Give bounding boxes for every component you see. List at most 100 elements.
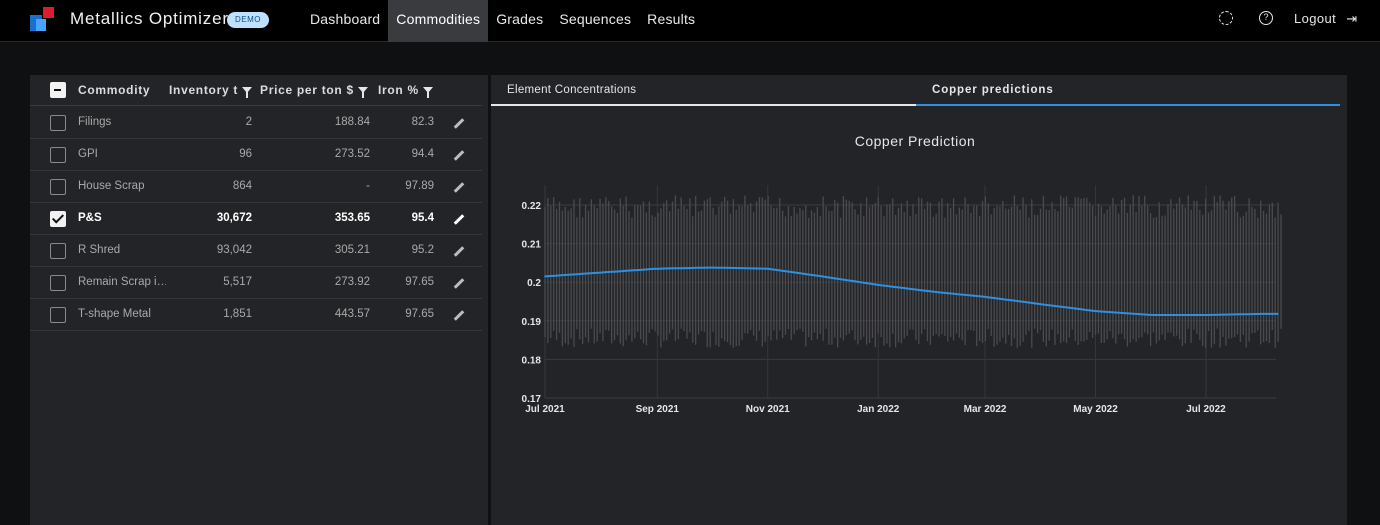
- y-tick-label: 0.19: [522, 317, 542, 328]
- data-point: [821, 275, 823, 278]
- nav-item-results[interactable]: Results: [647, 11, 696, 27]
- column-header-iron-label: Iron %: [378, 83, 419, 97]
- cell-commodity: T-shape Metal: [78, 308, 151, 320]
- logout-icon: ⇥: [1346, 11, 1358, 26]
- demo-badge: DEMO: [227, 12, 269, 28]
- column-header-commodity[interactable]: Commodity: [78, 83, 151, 97]
- chart-title: Copper Prediction: [855, 133, 976, 149]
- cell-price: 188.84: [334, 116, 370, 128]
- cell-iron: 97.65: [405, 308, 434, 320]
- cell-inventory: 864: [232, 180, 252, 192]
- data-point: [656, 267, 659, 270]
- y-tick-label: 0.18: [522, 355, 542, 366]
- cell-inventory: 93,042: [216, 244, 252, 256]
- cell-inventory: 2: [245, 116, 252, 128]
- nav-item-dashboard[interactable]: Dashboard: [310, 11, 381, 27]
- cell-iron: 95.4: [411, 212, 434, 224]
- column-header-iron[interactable]: Iron %: [378, 83, 433, 98]
- table-header: Commodity Inventory t Price per ton $ Ir…: [30, 75, 482, 106]
- data-point: [984, 296, 986, 298]
- app-logo[interactable]: [30, 7, 54, 31]
- y-tick-label: 0.17: [522, 394, 542, 405]
- cell-price: 273.52: [334, 148, 370, 160]
- edit-icon[interactable]: [452, 277, 465, 289]
- data-point: [877, 284, 880, 286]
- cell-commodity: R Shred: [78, 244, 121, 256]
- edit-icon[interactable]: [452, 245, 465, 257]
- data-point: [766, 267, 769, 270]
- data-point: [710, 266, 713, 269]
- nav-item-sequences[interactable]: Sequences: [559, 11, 632, 27]
- row-checkbox[interactable]: [50, 147, 66, 163]
- data-point: [1205, 314, 1207, 316]
- x-tick-label: Nov 2021: [746, 404, 790, 415]
- cell-iron: 95.2: [411, 244, 434, 256]
- cell-inventory: 96: [239, 148, 252, 160]
- gear-icon[interactable]: [1219, 11, 1233, 25]
- data-point: [544, 275, 546, 278]
- table-row[interactable]: T-shape Metal 1,851 443.57 97.65: [30, 299, 482, 331]
- logout-label: Logout: [1294, 11, 1337, 26]
- column-header-price-label: Price per ton $: [260, 83, 354, 97]
- cell-inventory: 1,851: [223, 308, 252, 320]
- table-row[interactable]: R Shred 93,042 305.21 95.2: [30, 235, 482, 267]
- edit-icon[interactable]: [452, 149, 465, 161]
- x-tick-label: Jul 2021: [525, 404, 565, 415]
- cell-iron: 97.89: [405, 180, 434, 192]
- top-bar: Metallics Optimizer DEMO Dashboard Commod…: [0, 0, 1380, 42]
- app-title[interactable]: Metallics Optimizer: [70, 9, 229, 28]
- cell-commodity: Remain Scrap i…: [78, 276, 166, 288]
- y-tick-label: 0.22: [522, 201, 542, 212]
- chart-panel: Element Concentrations Copper prediction…: [491, 75, 1347, 525]
- cell-commodity: Filings: [78, 116, 112, 128]
- edit-icon[interactable]: [452, 181, 465, 193]
- filter-icon[interactable]: [357, 87, 368, 98]
- table-row[interactable]: Remain Scrap i… 5,517 273.92 97.65: [30, 267, 482, 299]
- cell-price: -: [366, 180, 370, 192]
- table-row[interactable]: P&S 30,672 353.65 95.4: [30, 203, 482, 235]
- cell-iron: 82.3: [411, 116, 434, 128]
- table-row[interactable]: Filings 2 188.84 82.3: [30, 107, 482, 139]
- cell-commodity: House Scrap: [78, 180, 145, 192]
- x-tick-label: Jan 2022: [857, 404, 900, 415]
- tab-copper-predictions[interactable]: Copper predictions: [916, 75, 1340, 106]
- nav-item-grades[interactable]: Grades: [496, 11, 544, 27]
- edit-icon[interactable]: [452, 117, 465, 129]
- edit-icon[interactable]: [452, 309, 465, 321]
- row-checkbox[interactable]: [50, 307, 66, 323]
- logout-button[interactable]: Logout ⇥: [1294, 11, 1357, 27]
- filter-icon[interactable]: [422, 87, 433, 98]
- tab-element-concentrations[interactable]: Element Concentrations: [491, 75, 916, 106]
- column-header-price[interactable]: Price per ton $: [260, 83, 368, 98]
- cell-inventory: 30,672: [216, 212, 252, 224]
- x-tick-label: May 2022: [1073, 404, 1118, 415]
- commodity-table: Commodity Inventory t Price per ton $ Ir…: [30, 75, 488, 525]
- cell-inventory: 5,517: [223, 276, 252, 288]
- row-checkbox[interactable]: [50, 179, 66, 195]
- y-tick-label: 0.21: [522, 240, 542, 251]
- row-checkbox[interactable]: [50, 211, 66, 227]
- column-header-inventory-label: Inventory t: [169, 83, 239, 97]
- x-tick-label: Jul 2022: [1186, 404, 1226, 415]
- help-circle-icon[interactable]: ?: [1259, 11, 1273, 25]
- cell-commodity: P&S: [78, 212, 102, 224]
- column-header-inventory[interactable]: Inventory t: [169, 83, 253, 98]
- main-nav: Dashboard Commodities Grades Sequences Resul…: [302, 0, 703, 42]
- edit-icon[interactable]: [452, 213, 465, 225]
- cell-iron: 94.4: [411, 148, 434, 160]
- data-point: [1150, 314, 1153, 316]
- data-point: [1040, 303, 1043, 306]
- cell-price: 353.65: [334, 212, 370, 224]
- select-all-checkbox[interactable]: [50, 82, 66, 98]
- cell-price: 305.21: [334, 244, 370, 256]
- filter-icon[interactable]: [242, 87, 253, 98]
- table-row[interactable]: House Scrap 864 - 97.89: [30, 171, 482, 203]
- row-checkbox[interactable]: [50, 243, 66, 259]
- data-point: [600, 271, 602, 274]
- row-checkbox[interactable]: [50, 115, 66, 131]
- y-tick-label: 0.2: [527, 278, 541, 289]
- data-point: [1094, 310, 1097, 312]
- table-row[interactable]: GPI 96 273.52 94.4: [30, 139, 482, 171]
- row-checkbox[interactable]: [50, 275, 66, 291]
- nav-item-commodities[interactable]: Commodities: [388, 0, 489, 42]
